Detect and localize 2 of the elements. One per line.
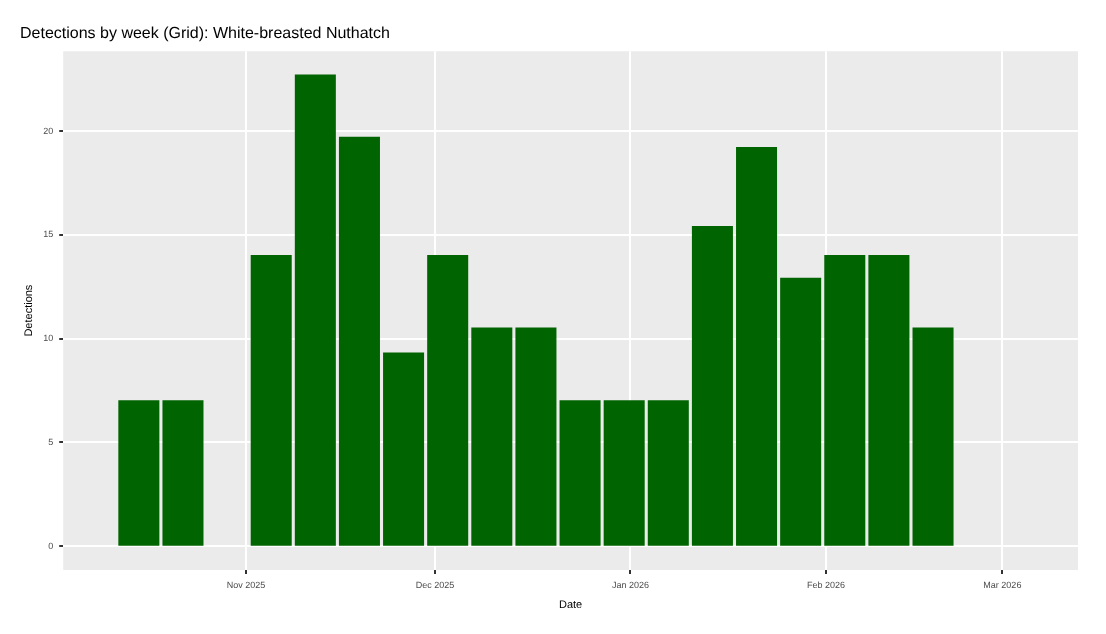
chart-title: Detections by week (Grid): White-breasted Nuthatch — [20, 24, 390, 43]
bar — [912, 327, 954, 546]
